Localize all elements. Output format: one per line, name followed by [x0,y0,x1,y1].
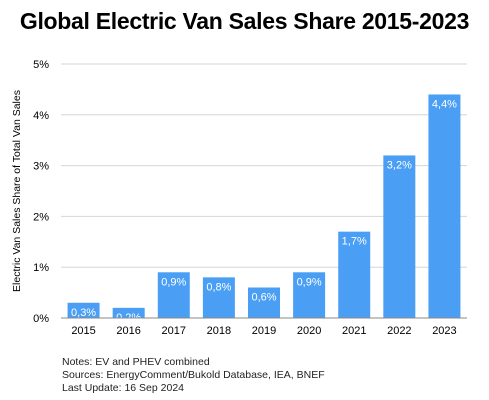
bar [157,272,190,318]
x-tick-label: 2017 [162,325,186,337]
data-label: 3,2% [387,159,412,171]
notes-line: Notes: EV and PHEV combined [62,356,210,368]
x-tick-label: 2019 [252,325,276,337]
x-tick-label: 2023 [432,325,456,337]
bar [428,94,461,318]
bar [112,307,145,318]
y-tick-label: 5% [33,59,49,71]
data-label: 0,8% [206,281,231,293]
x-tick-label: 2018 [207,325,231,337]
bar [383,155,416,318]
bar [202,277,235,318]
bars [67,94,461,318]
x-tick-label: 2021 [342,325,366,337]
bar [338,231,371,318]
data-label: 0,6% [251,292,276,304]
last-update-line: Last Update: 16 Sep 2024 [62,382,185,395]
bar [293,272,326,318]
data-label: 4,4% [432,98,457,110]
data-labels: 0,3% 0,2%0,9% 0,8%0,6%0,9%1,7%3,2%4,4% [71,98,457,323]
data-label: 1,7% [342,236,367,248]
y-axis-label: Electric Van Sales Share of Total Van Sa… [11,90,23,292]
axes: 0% 1% 2% 3% 4% 5% 2015 2016 2017 2018 2019 2020 2021… [33,59,467,337]
y-tick-label: 0% [33,313,49,325]
bar [248,287,280,318]
x-tick-label: 2022 [387,325,411,337]
data-label: 0,3% [71,307,96,319]
x-tick-label: 2016 [116,325,140,337]
chart-title: Global Electric Van Sales Share 2015-202… [19,8,470,34]
sources-line: Sources: EnergyComment/Bukold Database, … [62,369,325,382]
x-tick-label: 2015 [71,325,95,337]
y-tick-label: 3% [33,161,49,173]
data-label: 0,9% [161,276,186,288]
data-label: 0,9% [297,276,322,288]
y-tick-label: 4% [33,110,49,122]
x-tick-label: 2020 [297,325,321,337]
bar [67,302,100,318]
y-tick-label: 1% [33,262,49,274]
chart-notes: Notes: EV and PHEV combined Sources: Ene… [62,356,325,396]
y-tick-label: 2% [33,211,49,223]
